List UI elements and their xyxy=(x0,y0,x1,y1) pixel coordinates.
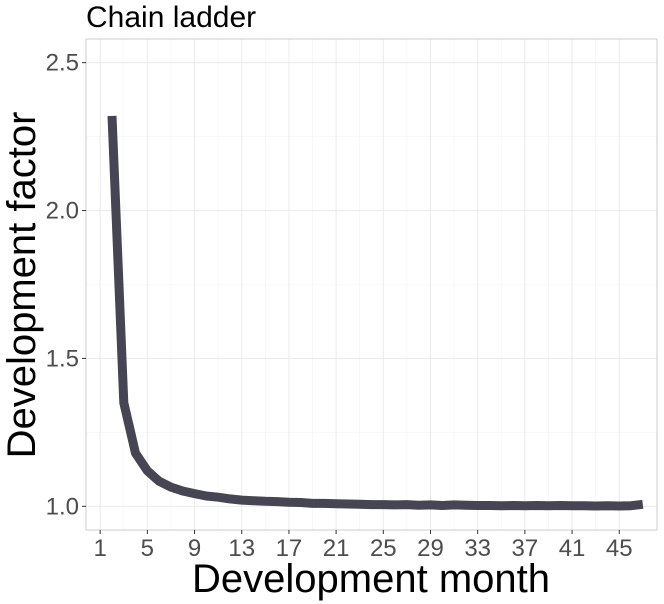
minor-grid xyxy=(86,39,657,530)
y-tick-label: 2.5 xyxy=(46,50,79,77)
y-axis-ticks: 1.0 1.5 2.0 2.5 xyxy=(46,50,86,520)
major-grid xyxy=(86,39,657,530)
x-tick-label: 21 xyxy=(323,535,350,562)
series-layer xyxy=(107,115,644,511)
chart-title: Chain ladder xyxy=(86,1,256,34)
x-tick-label: 5 xyxy=(141,535,154,562)
x-tick-label: 25 xyxy=(370,535,397,562)
x-tick-label: 33 xyxy=(464,535,491,562)
panel-border xyxy=(85,38,658,531)
x-tick-label: 9 xyxy=(188,535,201,562)
x-axis-label: Development month xyxy=(192,557,550,601)
x-tick-label: 41 xyxy=(559,535,586,562)
x-axis-ticks: 1 5 9 13 17 21 25 29 33 37 41 45 xyxy=(93,530,633,562)
development-factor-line xyxy=(107,115,644,511)
x-tick-label: 29 xyxy=(417,535,444,562)
y-tick-label: 1.0 xyxy=(46,493,79,520)
x-tick-label: 13 xyxy=(228,535,255,562)
x-tick-label: 1 xyxy=(93,535,106,562)
y-tick-label: 1.5 xyxy=(46,345,79,372)
x-tick-label: 37 xyxy=(512,535,539,562)
y-axis-label: Development factor xyxy=(0,112,44,459)
x-tick-label: 17 xyxy=(276,535,303,562)
y-tick-label: 2.0 xyxy=(46,198,79,225)
x-tick-label: 45 xyxy=(606,535,633,562)
